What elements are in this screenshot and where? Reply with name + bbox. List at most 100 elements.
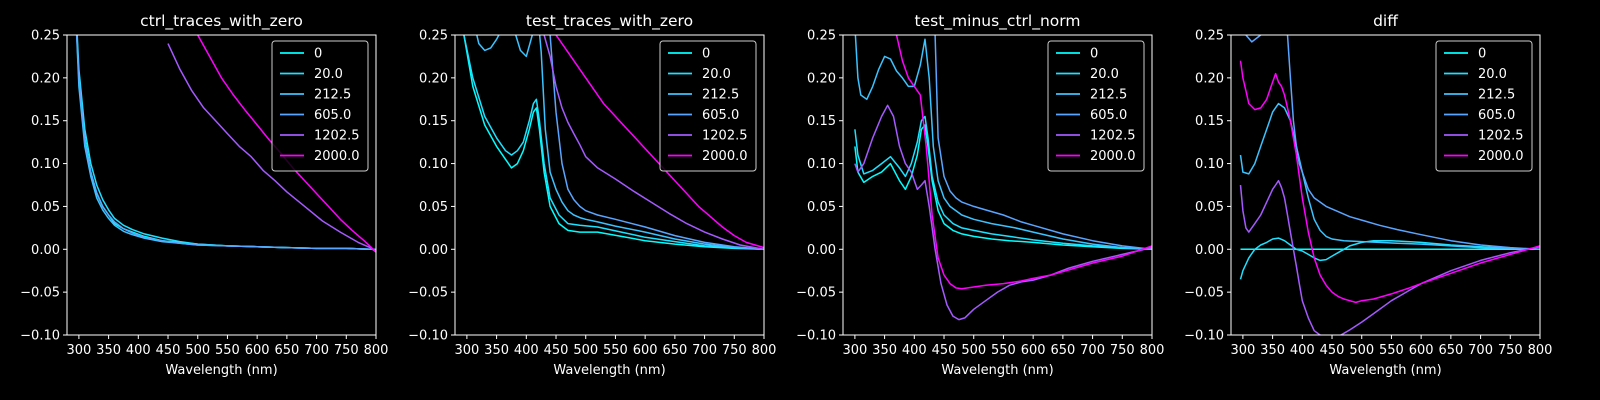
series-line-1 <box>1239 237 1540 280</box>
legend-label: 0 <box>1090 47 1098 62</box>
series-line-3 <box>549 35 764 251</box>
x-axis-label: Wavelength (nm) <box>941 363 1053 378</box>
legend: 0 20.0 212.5 605.0 1202.5 2000.0 <box>1047 40 1145 172</box>
y-tick-label: 0.25 <box>1195 29 1224 44</box>
x-tick-label: 800 <box>1140 343 1165 358</box>
x-tick-label: 500 <box>1349 343 1374 358</box>
x-axis-label: Wavelength (nm) <box>553 363 665 378</box>
legend: 0 20.0 212.5 605.0 1202.5 2000.0 <box>659 40 757 172</box>
x-tick-label: 700 <box>1468 343 1493 358</box>
x-tick-label: 300 <box>842 343 867 358</box>
axes-frame <box>454 34 765 336</box>
x-tick-label: 400 <box>1290 343 1315 358</box>
subplot-0: ctrl_traces_with_zero Wavelength (nm) 30… <box>20 12 388 378</box>
x-tick-label: 500 <box>185 343 210 358</box>
x-tick-label: 700 <box>692 343 717 358</box>
x-tick-label: 350 <box>96 343 121 358</box>
y-tick-label: 0.15 <box>419 114 448 129</box>
legend: 0 20.0 212.5 605.0 1202.5 2000.0 <box>1435 40 1533 172</box>
x-tick-label: 700 <box>1080 343 1105 358</box>
x-tick-label: 600 <box>1021 343 1046 358</box>
y-tick-label: −0.10 <box>20 329 60 344</box>
y-tick-label: 0.10 <box>419 157 448 172</box>
legend-label: 212.5 <box>1478 88 1515 103</box>
subplot-title: test_traces_with_zero <box>526 12 693 31</box>
y-tick-label: 0.05 <box>1195 200 1224 215</box>
legend-label: 0 <box>314 47 322 62</box>
legend-label: 212.5 <box>314 88 351 103</box>
series-line-3 <box>934 35 1152 251</box>
series-line-2 <box>1239 102 1540 251</box>
legend-label: 20.0 <box>702 67 731 82</box>
legend-label: 212.5 <box>1090 88 1127 103</box>
x-tick-label: 450 <box>156 343 181 358</box>
legend-label: 605.0 <box>1478 108 1515 123</box>
x-tick-label: 300 <box>1230 343 1255 358</box>
series-line-5 <box>895 35 1152 290</box>
subplot-2: test_minus_ctrl_norm Wavelength (nm) 300… <box>796 12 1165 378</box>
y-tick-label: 0.20 <box>419 71 448 86</box>
x-axis-label: Wavelength (nm) <box>1329 363 1441 378</box>
axes-frame <box>1230 34 1541 336</box>
x-tick-label: 400 <box>902 343 927 358</box>
subplot-1: test_traces_with_zero Wavelength (nm) 30… <box>408 12 777 378</box>
y-tick-label: −0.05 <box>796 286 836 301</box>
series-line-3 <box>76 35 376 251</box>
subplot-title: diff <box>1373 12 1398 30</box>
x-tick-label: 400 <box>126 343 151 358</box>
x-tick-label: 550 <box>215 343 240 358</box>
series-lines <box>854 35 1152 321</box>
subplot-title: test_minus_ctrl_norm <box>915 12 1081 31</box>
x-tick-label: 800 <box>1528 343 1553 358</box>
series-line-4 <box>167 43 376 253</box>
x-tick-label: 650 <box>1050 343 1075 358</box>
legend: 0 20.0 212.5 605.0 1202.5 2000.0 <box>271 40 369 172</box>
series-line-1 <box>854 115 1152 251</box>
y-tick-label: −0.05 <box>20 286 60 301</box>
series-line-5 <box>1239 60 1540 304</box>
legend-label: 2000.0 <box>314 149 360 164</box>
y-tick-label: 0.05 <box>31 200 60 215</box>
legend-label: 20.0 <box>1478 67 1507 82</box>
legend-label: 2000.0 <box>1478 149 1524 164</box>
x-tick-label: 700 <box>304 343 329 358</box>
y-tick-label: 0.05 <box>419 200 448 215</box>
y-tick-label: 0.20 <box>807 71 836 86</box>
x-tick-label: 450 <box>544 343 569 358</box>
y-tick-label: 0.25 <box>419 29 448 44</box>
series-line-0 <box>463 35 764 251</box>
legend-label: 212.5 <box>702 88 739 103</box>
x-tick-label: 300 <box>66 343 91 358</box>
x-tick-label: 550 <box>1379 343 1404 358</box>
series-lines <box>1239 35 1540 335</box>
legend-label: 605.0 <box>1090 108 1127 123</box>
x-tick-label: 350 <box>484 343 509 358</box>
x-tick-label: 400 <box>514 343 539 358</box>
x-tick-label: 450 <box>1320 343 1345 358</box>
legend-label: 20.0 <box>1090 67 1119 82</box>
y-tick-label: −0.10 <box>1184 329 1224 344</box>
legend-label: 605.0 <box>702 108 739 123</box>
series-line-2 <box>854 35 1152 251</box>
y-tick-label: 0.05 <box>807 200 836 215</box>
x-tick-label: 500 <box>573 343 598 358</box>
x-tick-label: 350 <box>1260 343 1285 358</box>
x-tick-label: 500 <box>961 343 986 358</box>
legend-label: 605.0 <box>314 108 351 123</box>
y-tick-label: 0.15 <box>31 114 60 129</box>
x-tick-label: 350 <box>872 343 897 358</box>
y-tick-label: 0.25 <box>31 29 60 44</box>
legend-label: 0 <box>1478 47 1486 62</box>
y-tick-label: 0.20 <box>1195 71 1224 86</box>
x-tick-label: 300 <box>454 343 479 358</box>
x-tick-label: 750 <box>1110 343 1135 358</box>
y-tick-label: 0.15 <box>807 114 836 129</box>
series-line-4 <box>854 104 1152 321</box>
series-lines <box>463 35 764 251</box>
x-tick-label: 450 <box>932 343 957 358</box>
x-tick-label: 650 <box>1438 343 1463 358</box>
y-tick-label: −0.05 <box>408 286 448 301</box>
x-tick-label: 800 <box>752 343 777 358</box>
